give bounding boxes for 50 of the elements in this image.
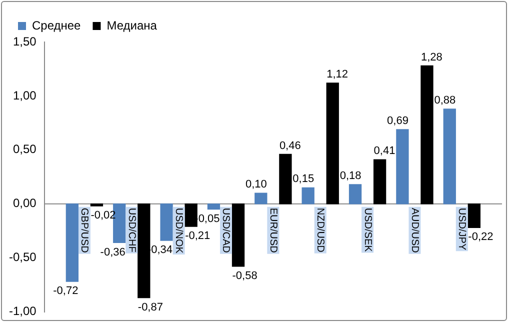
y-tick-label: -1,00 — [8, 304, 37, 318]
x-tick-label: USD/CHF — [126, 208, 137, 252]
bar — [160, 204, 173, 241]
bar — [468, 204, 480, 228]
bar — [207, 204, 220, 210]
x-tick-label: USD/SEK — [362, 208, 373, 252]
data-label: -0,72 — [53, 285, 78, 298]
bar — [90, 204, 104, 206]
y-tick-label: -0,50 — [8, 250, 37, 264]
x-tick-label: GBP/USD — [78, 208, 90, 253]
y-tick-label: 1,50 — [12, 34, 37, 48]
x-tick-label: EUR/USD — [267, 208, 278, 253]
legend-label: Медиана — [106, 18, 158, 32]
x-tick-label: USD/JPY — [456, 208, 468, 250]
data-label: 0,41 — [374, 145, 396, 158]
bar — [254, 192, 268, 204]
bar — [396, 129, 409, 204]
bar — [279, 154, 292, 204]
y-tick-label: 0,00 — [12, 196, 37, 210]
x-tick-label: USD/NOK — [173, 208, 184, 254]
data-label: 0,69 — [387, 114, 408, 127]
legend-label: Среднее — [32, 18, 82, 32]
bar — [326, 82, 339, 204]
bar — [373, 159, 386, 204]
x-tick-label: NZD/USD — [314, 208, 326, 252]
data-label: 0,46 — [279, 140, 301, 152]
bar — [138, 204, 150, 298]
data-label: -0,34 — [147, 244, 173, 256]
bar — [184, 204, 198, 227]
bar — [443, 108, 456, 204]
data-label: -0,87 — [138, 301, 163, 314]
bar — [420, 65, 434, 204]
bar — [232, 204, 245, 267]
bar — [348, 184, 362, 204]
data-label: 0,15 — [292, 173, 314, 186]
data-label: -0,36 — [100, 246, 126, 258]
y-tick-label: 0,50 — [12, 142, 37, 156]
data-label: -0,58 — [232, 270, 258, 282]
bar — [66, 204, 79, 282]
data-label: 0,18 — [340, 170, 362, 182]
data-label: 0,10 — [245, 178, 267, 191]
y-tick-label: 1,00 — [12, 88, 37, 102]
x-tick-label: AUD/USD — [408, 208, 420, 253]
data-label: 0,88 — [434, 94, 456, 106]
data-label: 1,28 — [420, 51, 442, 64]
data-label: 1,12 — [326, 68, 348, 81]
x-tick-label: USD/CAD — [220, 208, 232, 253]
data-label: -0,22 — [468, 231, 494, 244]
data-label: -0,21 — [185, 230, 210, 242]
bar — [302, 187, 314, 204]
